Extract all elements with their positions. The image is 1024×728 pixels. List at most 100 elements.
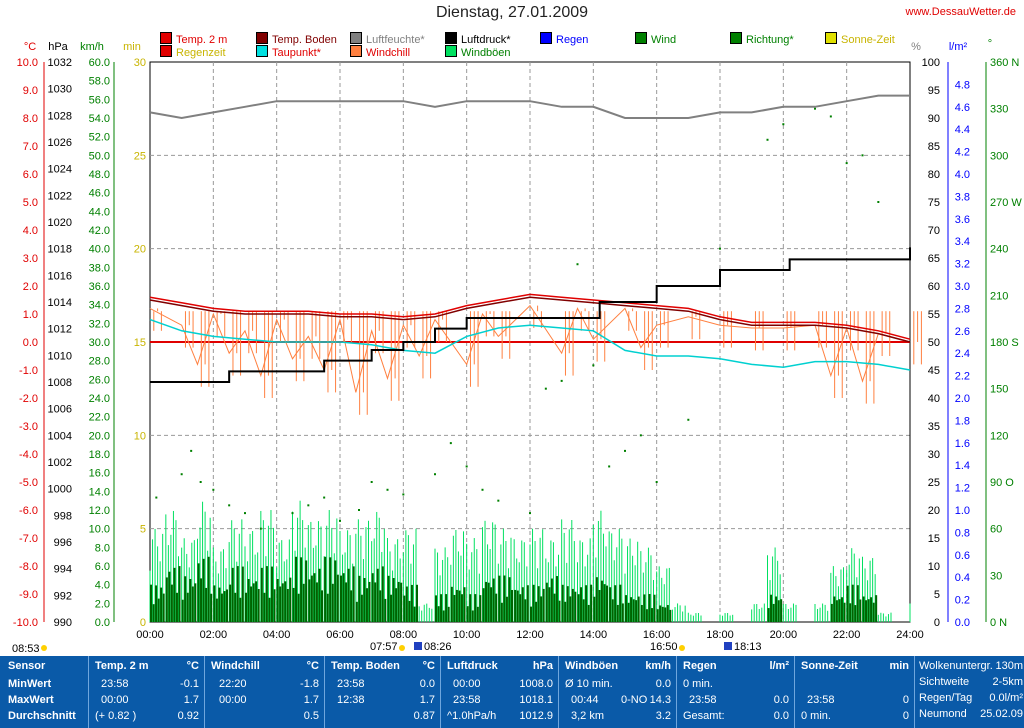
wind-tick: 6.0 [95, 561, 110, 573]
wind-bar [463, 587, 466, 622]
wind-bar [585, 585, 588, 622]
wind-bar [165, 577, 168, 622]
wind-bar [867, 599, 870, 622]
direction-point [655, 481, 658, 483]
rain-tick: 1.8 [955, 415, 970, 427]
wind-bar [548, 587, 551, 622]
wind-tick: 60.0 [89, 57, 110, 69]
stats-druck: Luftdruck hPa 00:00 1008.0 23:58 1018.1 … [440, 656, 559, 728]
wind-bar [308, 579, 311, 622]
wind-bar [194, 583, 197, 622]
stats-sonne-header: Sonne-Zeit [801, 660, 858, 672]
temp-tick: -7.0 [19, 533, 38, 545]
chart-title: Dienstag, 27.01.2009 [435, 4, 589, 21]
stats-windchill-header: Windchill [211, 660, 260, 672]
site-link[interactable]: www.DessauWetter.de [905, 6, 1016, 18]
direction-point [449, 442, 452, 445]
stats-temp-avg-note: (+ 0.82 ) [95, 710, 137, 722]
stats-druck-max-val: 1018.1 [519, 694, 553, 706]
humidity-tick: 30 [928, 449, 940, 461]
humidity-tick: 90 [928, 113, 940, 125]
wind-bar [471, 610, 474, 622]
wind-bar [561, 584, 564, 622]
temp-tick: 1.0 [23, 309, 38, 321]
stats-windchill-max-val: 1.7 [303, 694, 319, 706]
wind-bar [524, 599, 527, 622]
wind-bar [350, 590, 353, 622]
stats-panel: Sensor MinWert MaxWert Durchschnitt Temp… [0, 656, 1024, 728]
wind-bar [555, 576, 558, 622]
legend-swatch [160, 45, 172, 57]
series-line [149, 318, 911, 371]
stats-boden-min-time: 23:58 [337, 678, 365, 690]
temp-tick: 9.0 [23, 85, 38, 97]
wind-bar [360, 594, 363, 622]
wind-bar [664, 607, 667, 622]
sun-tick: 20 [134, 244, 146, 256]
direction-tick: 30 [990, 570, 1002, 582]
wind-bar [666, 605, 669, 622]
direction-point [465, 465, 468, 468]
axis-unit-pressure: hPa [48, 41, 68, 53]
direction-point [244, 512, 246, 515]
stats-extra-r2-label: Sichtweite [919, 676, 970, 688]
rain-tick: 1.6 [955, 438, 970, 450]
sunset-time: 16:50 [650, 641, 678, 653]
wind-bar [403, 595, 406, 622]
wind-bar [273, 589, 276, 622]
wind-bar [241, 566, 244, 622]
legend-item: Richtung* [730, 32, 794, 46]
stats-boden-min-val: 0.0 [419, 678, 435, 690]
humidity-tick: 70 [928, 225, 940, 237]
wind-bar [587, 604, 590, 622]
wind-bar [205, 587, 208, 622]
temp-tick: -8.0 [19, 561, 38, 573]
wind-bar [490, 587, 493, 622]
legend-label: Taupunkt* [272, 47, 321, 59]
pressure-tick: 1022 [48, 190, 72, 202]
direction-point [370, 481, 373, 483]
wind-bar [178, 566, 181, 622]
wind-bar [498, 575, 501, 622]
wind-tick: 44.0 [89, 206, 110, 218]
wind-bar [371, 573, 374, 622]
wind-bar [358, 575, 361, 622]
wind-bar [661, 606, 664, 622]
stats-boen-min-label: Ø 10 min. [565, 678, 613, 690]
wind-bar [856, 585, 859, 622]
stats-druck-header: Luftdruck [447, 660, 498, 672]
stats-druck-avg-val: 1012.9 [519, 710, 553, 722]
wind-bar [453, 594, 456, 622]
axis-unit-rain: l/m² [949, 41, 968, 53]
wind-bar [577, 594, 580, 622]
direction-tick: 90 O [990, 477, 1014, 489]
rain-tick: 0.2 [955, 595, 970, 607]
wind-bar [157, 598, 160, 622]
wind-bar [487, 582, 490, 622]
direction-point [814, 107, 816, 110]
wind-bar [331, 583, 334, 622]
stats-windchill-unit: °C [306, 660, 319, 672]
stats-labels: Sensor MinWert MaxWert Durchschnitt [0, 656, 88, 728]
stats-temp-min-time: 23:58 [101, 678, 129, 690]
wind-bar [247, 578, 250, 622]
legend-item: Luftfeuchte* [350, 32, 425, 46]
direction-tick: 300 [990, 150, 1008, 162]
wind-bar [437, 606, 440, 622]
wind-bar [545, 582, 548, 622]
wind-bar [445, 594, 448, 622]
pressure-tick: 1026 [48, 137, 72, 149]
humidity-tick: 20 [928, 505, 940, 517]
stats-boden-unit: °C [422, 660, 435, 672]
wind-tick: 18.0 [89, 449, 110, 461]
rain-tick: 0.6 [955, 550, 970, 562]
stats-regen-max-time: 23:58 [689, 694, 717, 706]
wind-bar [334, 560, 337, 622]
direction-tick: 330 [990, 104, 1008, 116]
sun-tick: 25 [134, 150, 146, 162]
temp-tick: 6.0 [23, 169, 38, 181]
humidity-tick: 85 [928, 141, 940, 153]
x-tick-label: 24:00 [896, 629, 924, 641]
direction-point [190, 449, 193, 452]
rain-tick: 4.2 [955, 147, 970, 159]
